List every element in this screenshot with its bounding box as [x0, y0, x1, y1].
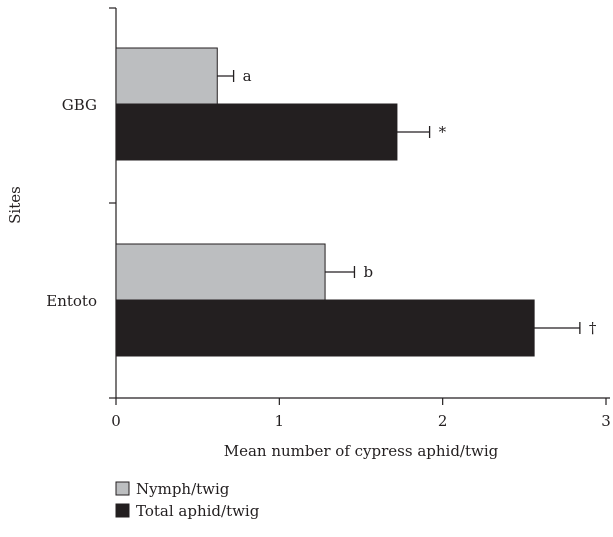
- bar-annotation-total-aphid-twig-gbg: *: [439, 123, 447, 141]
- error-bar-nymph-twig-gbg: [217, 70, 235, 82]
- error-bar-nymph-twig-entoto: [325, 266, 356, 278]
- x-tick-label-3: 3: [601, 412, 611, 430]
- category-label-gbg: GBG: [62, 96, 97, 114]
- legend-swatch-total-aphid-twig: [115, 503, 130, 518]
- bar-annotation-total-aphid-twig-entoto: †: [589, 319, 597, 337]
- legend-item-total-aphid-twig: Total aphid/twig: [115, 502, 260, 520]
- error-bars: [217, 70, 581, 334]
- x-tick-label-2: 2: [438, 412, 448, 430]
- category-label-entoto: Entoto: [46, 292, 97, 310]
- bar-nymph-twig-entoto: [115, 243, 326, 301]
- bar-total-aphid-twig-entoto: [115, 299, 535, 357]
- x-axis-title: Mean number of cypress aphid/twig: [224, 442, 499, 460]
- bar-nymph-twig-gbg: [115, 47, 218, 105]
- axes: 0 1 2 3 GBG Entoto: [46, 7, 611, 430]
- bars: [115, 47, 535, 357]
- error-bar-total-aphid-twig-entoto: [534, 322, 581, 334]
- bar-annotation-nymph-twig-gbg: a: [243, 67, 252, 85]
- legend-item-nymph-twig: Nymph/twig: [115, 480, 230, 498]
- bar-total-aphid-twig-gbg: [115, 103, 398, 161]
- x-tick-label-1: 1: [275, 412, 285, 430]
- legend-label-total-aphid-twig: Total aphid/twig: [136, 502, 260, 520]
- y-axis-title: Sites: [6, 186, 24, 224]
- bar-annotation-nymph-twig-entoto: b: [363, 263, 373, 281]
- bar-annotations: a b * †: [243, 67, 597, 337]
- error-bar-total-aphid-twig-gbg: [396, 126, 431, 138]
- legend: Nymph/twig Total aphid/twig: [115, 480, 260, 520]
- legend-swatch-nymph-twig: [115, 481, 130, 496]
- legend-label-nymph-twig: Nymph/twig: [136, 480, 230, 498]
- x-tick-label-0: 0: [111, 412, 121, 430]
